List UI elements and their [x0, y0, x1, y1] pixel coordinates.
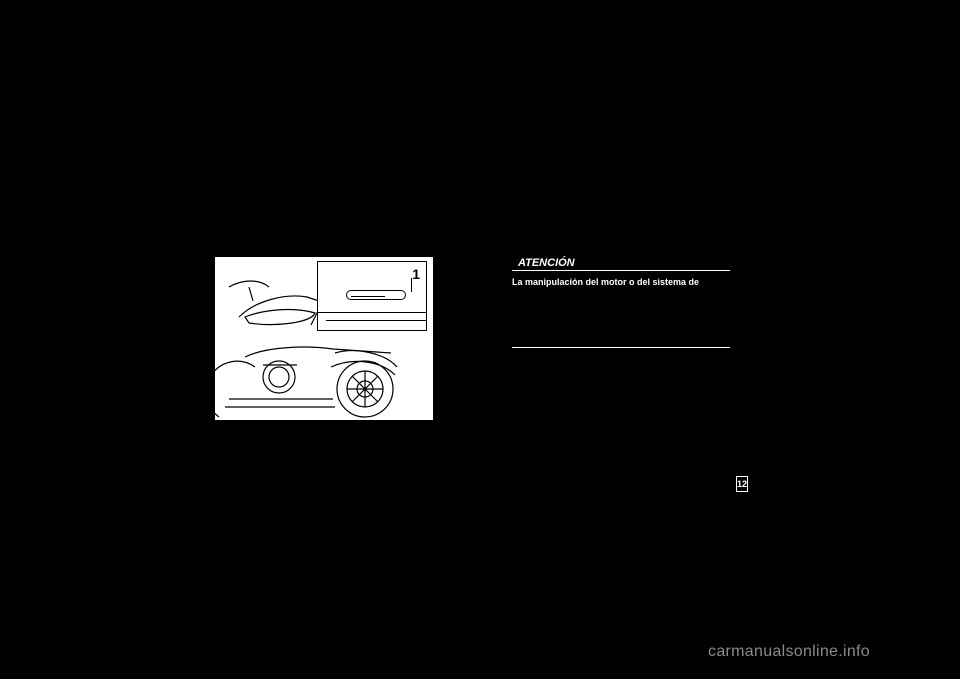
callout-number: 1: [412, 266, 420, 282]
notice-body-line: La manipulación del motor o del sistema …: [512, 276, 730, 289]
manual-page: 1 ATENCIÓN La manipulación del motor o d…: [0, 0, 960, 679]
watermark-text: carmanualsonline.info: [708, 643, 870, 661]
notice-heading-box: ATENCIÓN: [512, 256, 572, 270]
inset-bodyline-2: [326, 320, 426, 321]
notice-rule-bottom: [512, 347, 730, 348]
figure-panel: 1: [214, 256, 434, 421]
figure-inset: 1: [317, 261, 427, 331]
notice-rule-top: [512, 270, 730, 271]
inset-leader-line: [401, 278, 412, 292]
notice-heading-label: ATENCIÓN: [512, 256, 581, 270]
inset-slot: [346, 290, 406, 300]
inset-bodyline-1: [318, 312, 426, 313]
section-tab: 12: [736, 476, 748, 492]
